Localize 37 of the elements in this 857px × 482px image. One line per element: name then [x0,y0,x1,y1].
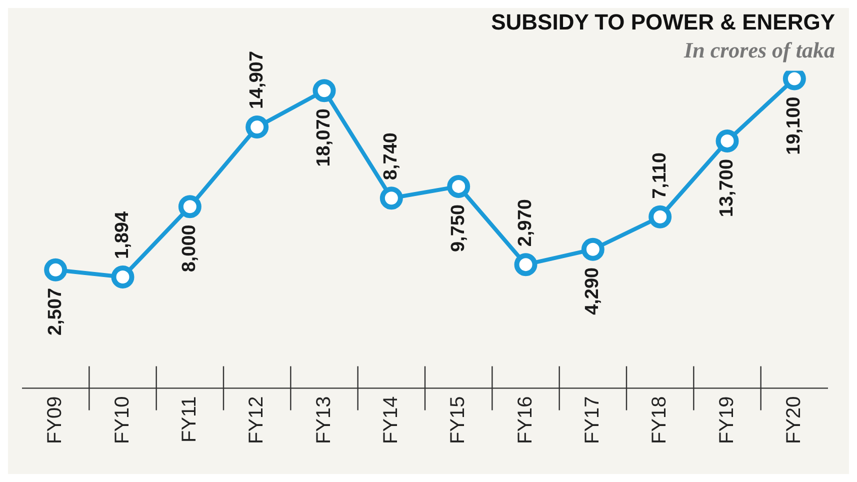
chart-subtitle: In crores of taka [683,37,835,62]
x-tick-label: FY10 [111,396,134,444]
x-tick-label: FY19 [716,396,738,444]
point [178,195,202,218]
x-tick-label: FY15 [447,396,470,444]
data-label: 13,700 [716,158,738,218]
data-label: 14,907 [246,50,268,110]
point [514,253,538,276]
x-tick-label: FY16 [514,396,536,444]
data-label: 18,070 [313,108,334,167]
point [312,79,336,102]
data-label: 8,000 [179,224,200,272]
point [581,238,604,261]
x-tick-label: FY13 [312,396,335,444]
chart-title: SUBSIDY TO POWER & ENERGY [491,9,836,34]
point [111,265,134,288]
x-tick-label: FY20 [782,396,805,444]
data-label: 7,110 [649,152,670,199]
data-label: 19,100 [784,96,805,155]
data-label: 8,740 [380,132,402,180]
x-tick-label: FY17 [581,396,604,444]
data-label: 2,507 [44,288,66,336]
point [648,205,672,228]
x-tick-label: FY11 [178,396,200,443]
data-label: 4,290 [582,267,604,315]
point [246,116,269,139]
x-tick-label: FY14 [380,396,402,444]
data-label: 9,750 [448,204,469,252]
data-label: 1,894 [112,211,133,259]
point [447,174,470,198]
data-label: 2,970 [514,199,536,247]
x-tick-label: FY18 [648,396,671,444]
x-tick-label: FY09 [44,396,66,444]
point [44,258,68,282]
point [380,186,403,210]
x-tick-label: FY12 [246,396,268,444]
point [716,129,739,152]
